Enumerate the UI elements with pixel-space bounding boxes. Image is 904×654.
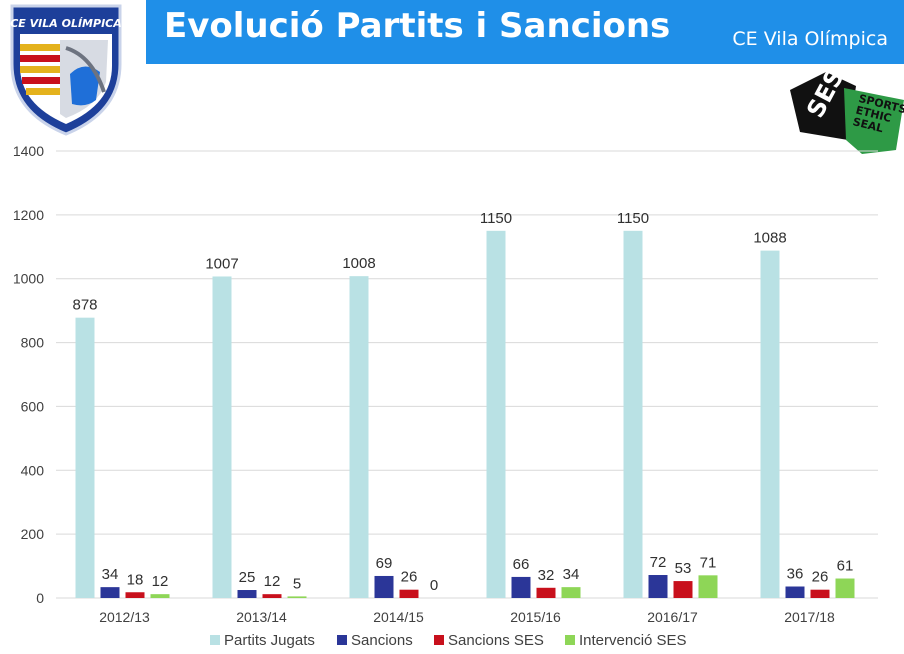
data-label: 1088 xyxy=(753,230,786,247)
y-tick-label: 800 xyxy=(21,335,45,351)
bar xyxy=(536,587,556,598)
x-tick-label: 2012/13 xyxy=(99,609,150,625)
page-title: Evolució Partits i Sancions xyxy=(164,6,671,46)
bar-chart: 0 200 400 600 800 1000 1200 1400 878 34 18 12 1007 2… xyxy=(13,143,878,649)
legend-label: Partits Jugats xyxy=(224,632,315,649)
bar xyxy=(673,581,693,598)
data-label: 12 xyxy=(264,573,281,590)
data-label: 34 xyxy=(563,566,580,583)
bar xyxy=(150,594,170,598)
x-tick-label: 2017/18 xyxy=(784,609,835,625)
data-label: 71 xyxy=(700,554,717,571)
bar xyxy=(75,317,95,598)
legend-swatch xyxy=(434,635,444,645)
legend-swatch xyxy=(337,635,347,645)
bar xyxy=(100,587,120,598)
y-tick-label: 1400 xyxy=(13,143,44,159)
bar xyxy=(648,575,668,598)
legend-swatch xyxy=(210,635,220,645)
data-label: 69 xyxy=(376,555,393,572)
data-label: 53 xyxy=(675,560,692,577)
legend-label: Intervenció SES xyxy=(579,632,687,649)
data-label: 26 xyxy=(401,569,418,586)
data-labels: 878 34 18 12 1007 25 12 5 1008 69 26 0 1150 66 32 34 115… xyxy=(72,210,853,594)
data-label: 34 xyxy=(102,566,119,583)
data-label: 1007 xyxy=(205,255,238,272)
chart-bars xyxy=(75,230,855,599)
data-label: 12 xyxy=(152,573,169,590)
bar xyxy=(698,575,718,598)
y-tick-label: 400 xyxy=(21,462,45,478)
y-tick-label: 0 xyxy=(36,590,44,606)
data-label: 25 xyxy=(239,569,256,586)
chart-gridlines xyxy=(56,150,878,599)
bar xyxy=(374,575,394,598)
bar xyxy=(623,230,643,599)
bar xyxy=(511,576,531,598)
data-label: 72 xyxy=(650,554,667,571)
data-label: 1150 xyxy=(480,210,512,227)
data-label: 18 xyxy=(127,571,144,588)
legend-label: Sancions xyxy=(351,632,413,649)
y-tick-label: 200 xyxy=(21,526,45,542)
bar xyxy=(212,276,232,598)
x-tick-label: 2015/16 xyxy=(510,609,561,625)
ses-seal-badge: SES SPORTS ETHIC SEAL xyxy=(786,64,904,154)
x-tick-label: 2013/14 xyxy=(236,609,287,625)
title-bar: Evolució Partits i Sancions CE Vila Olím… xyxy=(146,0,904,64)
y-tick-label: 600 xyxy=(21,398,45,414)
data-label: 61 xyxy=(837,558,854,575)
legend-swatch xyxy=(565,635,575,645)
club-name: CE Vila Olímpica xyxy=(732,28,888,50)
bar xyxy=(810,589,830,598)
data-label: 0 xyxy=(430,577,438,594)
data-label: 26 xyxy=(812,569,829,586)
x-tick-label: 2014/15 xyxy=(373,609,424,625)
data-label: 32 xyxy=(538,567,555,584)
data-label: 878 xyxy=(72,297,97,314)
bar xyxy=(760,250,780,599)
crest-text: CE VILA OLÍMPICA xyxy=(10,17,122,30)
x-axis-ticks: 2012/13 2013/14 2014/15 2015/16 2016/17 2017/… xyxy=(99,609,835,625)
club-crest-icon: CE VILA OLÍMPICA xyxy=(10,4,122,136)
data-label: 5 xyxy=(293,575,301,592)
ses-seal-icon: SES SPORTS ETHIC SEAL xyxy=(790,64,904,154)
bar xyxy=(287,596,307,598)
bar xyxy=(125,592,145,598)
bar xyxy=(349,276,369,598)
data-label: 1150 xyxy=(617,210,649,227)
club-crest-logo: CE VILA OLÍMPICA xyxy=(0,0,130,140)
bar xyxy=(399,589,419,598)
bar xyxy=(237,590,257,598)
legend-label: Sancions SES xyxy=(448,632,544,649)
y-tick-label: 1200 xyxy=(13,207,44,223)
bar xyxy=(486,230,506,599)
data-label: 36 xyxy=(787,566,804,583)
bar xyxy=(262,594,282,598)
chart-legend: Partits Jugats Sancions Sancions SES Interv… xyxy=(210,632,687,649)
data-label: 1008 xyxy=(342,255,375,272)
y-axis-ticks: 0 200 400 600 800 1000 1200 1400 xyxy=(13,143,44,606)
bar xyxy=(561,587,581,598)
y-tick-label: 1000 xyxy=(13,271,44,287)
x-tick-label: 2016/17 xyxy=(647,609,698,625)
bar xyxy=(835,578,855,598)
data-label: 66 xyxy=(513,556,530,573)
bar xyxy=(785,586,805,598)
